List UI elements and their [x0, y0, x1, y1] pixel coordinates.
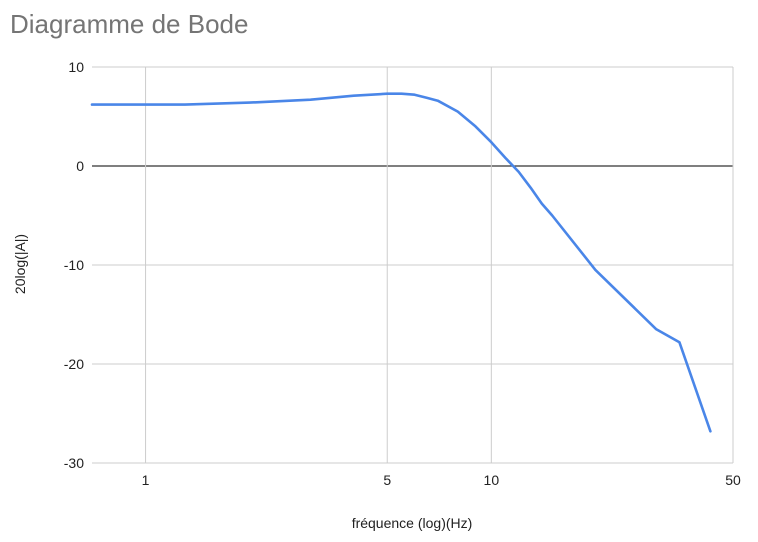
grid-lines: [92, 66, 734, 464]
chart-title: Diagramme de Bode: [10, 9, 248, 39]
x-tick-label: 1: [142, 472, 150, 488]
y-tick-label: -10: [64, 257, 84, 273]
y-tick-label: -20: [64, 356, 84, 372]
x-axis-label: fréquence (log)(Hz): [352, 515, 473, 531]
x-tick-label: 10: [484, 472, 500, 488]
y-tick-label: 0: [76, 158, 84, 174]
y-axis-label: 20log(|A|): [12, 234, 28, 294]
x-tick-label: 50: [725, 472, 741, 488]
x-tick-label: 5: [383, 472, 391, 488]
y-tick-label: -30: [64, 455, 84, 471]
series-layer: [90, 92, 712, 433]
y-tick-label: 10: [68, 59, 84, 75]
tick-labels: 10 0 -10 -20 -30 1 5 10 50: [64, 59, 741, 488]
series-line: [90, 92, 712, 433]
